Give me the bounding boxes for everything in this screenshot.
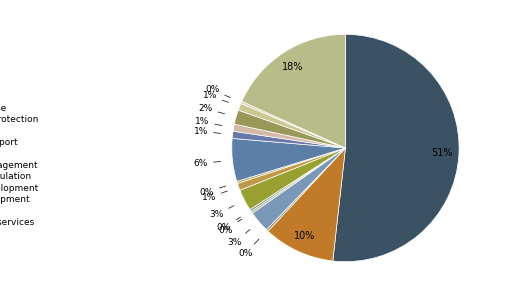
Text: 3%: 3% (209, 206, 234, 219)
Text: 0%: 0% (217, 217, 241, 232)
Wedge shape (237, 148, 345, 184)
Text: 1%: 1% (195, 118, 222, 126)
Wedge shape (241, 102, 345, 148)
Text: 1%: 1% (202, 191, 228, 202)
Wedge shape (233, 124, 345, 148)
Legend: Roading, Transport, Water supply, Waste water, Solid waste/refuse, Environmental: Roading, Transport, Water supply, Waste … (0, 55, 40, 241)
Wedge shape (266, 148, 345, 231)
Wedge shape (240, 148, 345, 210)
Wedge shape (251, 148, 345, 213)
Text: 0%: 0% (218, 219, 242, 235)
Wedge shape (232, 139, 345, 181)
Text: 51%: 51% (431, 148, 453, 158)
Text: 10%: 10% (295, 231, 316, 241)
Text: 6%: 6% (194, 159, 220, 168)
Wedge shape (333, 34, 459, 262)
Wedge shape (238, 103, 345, 148)
Wedge shape (234, 110, 345, 148)
Text: 1%: 1% (203, 91, 229, 102)
Text: 0%: 0% (238, 239, 259, 258)
Text: 3%: 3% (228, 229, 250, 247)
Text: 0%: 0% (200, 186, 226, 197)
Wedge shape (242, 34, 345, 148)
Text: 2%: 2% (198, 104, 225, 114)
Text: 1%: 1% (194, 127, 221, 136)
Wedge shape (237, 148, 345, 190)
Text: 18%: 18% (282, 62, 304, 72)
Wedge shape (250, 148, 345, 211)
Wedge shape (252, 148, 345, 230)
Text: 0%: 0% (205, 85, 231, 98)
Wedge shape (268, 148, 345, 261)
Wedge shape (232, 131, 345, 148)
